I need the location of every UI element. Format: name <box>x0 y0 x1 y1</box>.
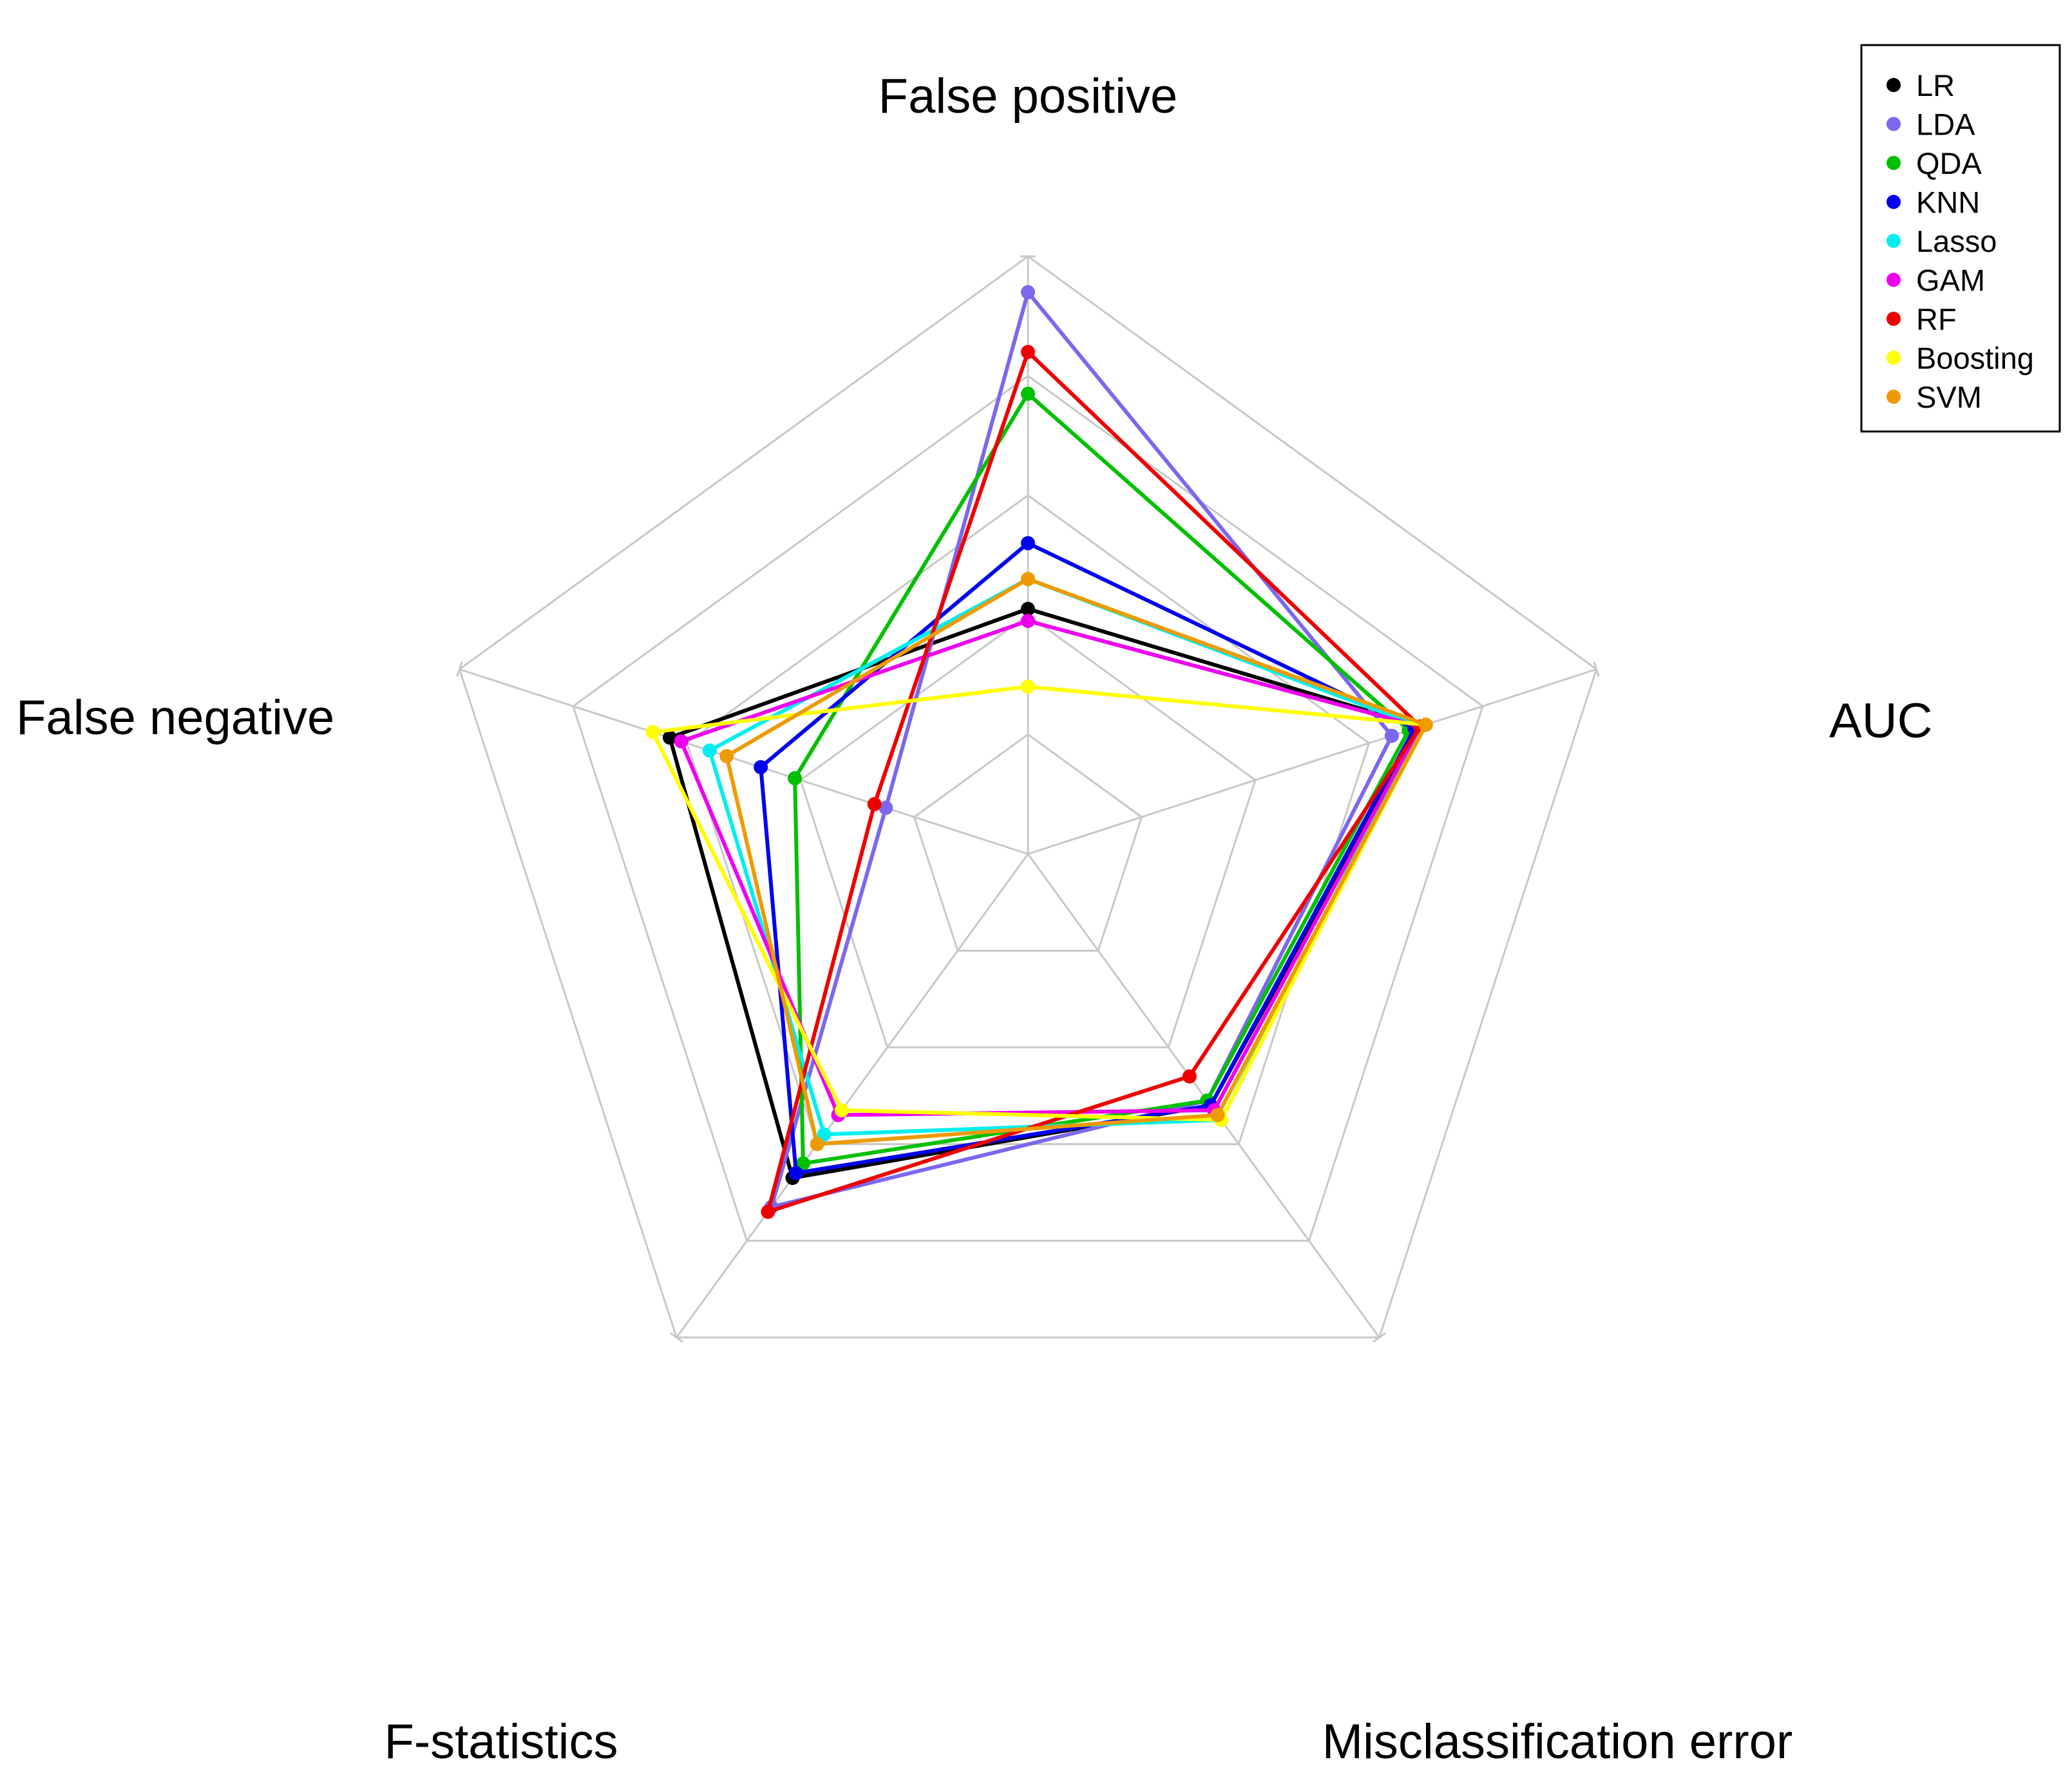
legend-marker <box>1887 156 1901 170</box>
data-point-rf-4 <box>761 1204 775 1219</box>
data-point-knn-5 <box>754 760 768 775</box>
data-point-rf-5 <box>867 797 882 811</box>
axis-end-tick-4 <box>669 1332 684 1343</box>
legend-item-lasso: Lasso <box>1887 224 1997 258</box>
legend-label: QDA <box>1916 146 1982 180</box>
data-point-lr-5 <box>663 730 677 745</box>
axis-label-1: False positive <box>879 69 1178 124</box>
axis-end-tick-2 <box>1593 661 1600 678</box>
legend-marker <box>1887 78 1901 92</box>
data-point-knn-4 <box>789 1166 803 1180</box>
series-line-lasso <box>707 577 1422 1137</box>
legend-item-lr: LR <box>1887 68 1955 102</box>
legend-item-gam: GAM <box>1887 263 1985 298</box>
data-point-boosting-5 <box>645 725 660 739</box>
series-lda <box>764 285 1399 1215</box>
data-point-knn-1 <box>1021 536 1035 551</box>
legend-marker <box>1887 117 1901 131</box>
legend-label: Lasso <box>1916 224 1997 258</box>
data-point-gam-1 <box>1021 614 1035 629</box>
data-point-lda-1 <box>1021 285 1035 299</box>
data-point-rf-1 <box>1021 345 1035 359</box>
data-point-svm-1 <box>1021 572 1035 587</box>
data-point-lasso-5 <box>702 743 717 758</box>
data-point-gam-5 <box>674 734 689 749</box>
axis-spoke-5 <box>459 668 1029 855</box>
grid-ring-2 <box>799 613 1257 1048</box>
legend-marker <box>1887 312 1901 326</box>
legend-label: SVM <box>1916 380 1982 414</box>
legend-item-rf: RF <box>1887 302 1957 336</box>
grid-ring-5 <box>458 255 1598 1339</box>
axis-label-4: F-statistics <box>384 1714 618 1769</box>
grid-ring-1 <box>913 733 1143 952</box>
data-point-svm-5 <box>719 749 734 763</box>
legend-item-lda: LDA <box>1887 108 1975 142</box>
axis-spoke-4 <box>676 853 1029 1338</box>
axis-spoke-2 <box>1027 668 1597 855</box>
series-lasso <box>702 572 1427 1142</box>
data-point-lr-1 <box>1021 602 1035 616</box>
axis-label-layer: False positive AUC Misclassification error… <box>16 69 1932 1769</box>
legend-label: KNN <box>1916 185 1980 220</box>
grid-ring-4 <box>572 374 1484 1242</box>
legend-marker <box>1887 234 1901 248</box>
legend-items: LR LDA QDA KNN Lasso GAM RF Boosting SVM <box>1887 68 2034 414</box>
data-point-lda-2 <box>1384 728 1399 743</box>
legend-item-svm: SVM <box>1887 380 1982 414</box>
axis-end-tick-3 <box>1372 1332 1387 1343</box>
data-point-qda-5 <box>788 771 803 786</box>
data-point-lda-5 <box>879 801 893 815</box>
axis-label-2: AUC <box>1829 694 1932 748</box>
series-line-svm <box>725 577 1428 1146</box>
data-point-rf-3 <box>1182 1069 1197 1084</box>
legend-label: LDA <box>1916 108 1975 142</box>
radar-grid <box>456 255 1600 1343</box>
legend-item-boosting: Boosting <box>1887 341 2034 375</box>
radar-series-layer <box>645 285 1433 1219</box>
data-point-svm-2 <box>1418 717 1433 732</box>
data-point-qda-1 <box>1021 386 1035 401</box>
data-point-lasso-4 <box>817 1127 832 1142</box>
series-svm <box>719 572 1433 1152</box>
axis-end-tick-5 <box>456 661 463 678</box>
legend-marker <box>1887 390 1901 404</box>
data-point-boosting-1 <box>1021 679 1035 694</box>
legend-label: LR <box>1916 68 1955 102</box>
legend: LR LDA QDA KNN Lasso GAM RF Boosting SVM <box>1860 44 2061 433</box>
series-line-lda <box>769 290 1394 1209</box>
legend-item-qda: QDA <box>1887 146 1982 180</box>
series-line-boosting <box>651 685 1428 1122</box>
legend-label: Boosting <box>1916 341 2034 375</box>
axis-label-3: Misclassification error <box>1322 1714 1793 1769</box>
legend-label: GAM <box>1916 263 1985 298</box>
series-line-rf <box>766 350 1422 1214</box>
legend-marker <box>1887 194 1901 209</box>
legend-marker <box>1887 350 1901 365</box>
data-point-svm-4 <box>810 1137 824 1152</box>
legend-label: RF <box>1916 302 1957 336</box>
axis-label-5: False negative <box>16 690 334 745</box>
data-point-boosting-4 <box>834 1103 849 1117</box>
legend-item-knn: KNN <box>1887 185 1980 220</box>
data-point-svm-3 <box>1210 1108 1225 1123</box>
legend-marker <box>1887 272 1901 287</box>
